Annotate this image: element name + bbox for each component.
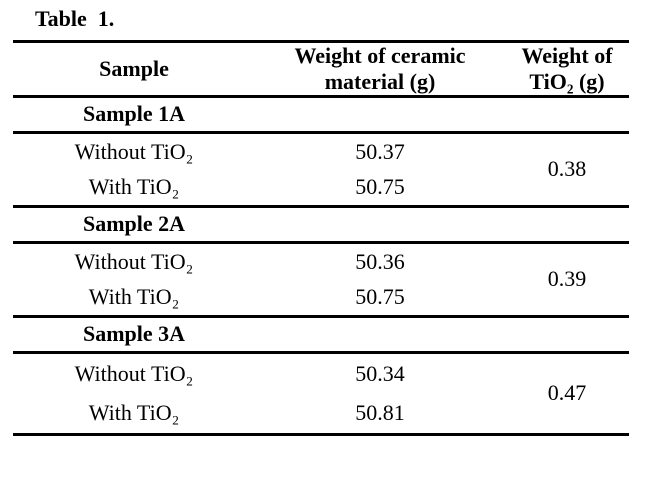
page: Table 1. Sample Weight of ceramic materi… bbox=[13, 6, 629, 436]
table-row: With TiO₂ 50.81 bbox=[13, 393, 629, 436]
empty-cell bbox=[255, 206, 505, 244]
ceramic-weight-cell: 50.81 bbox=[255, 393, 505, 436]
ceramic-weight-cell: 50.75 bbox=[255, 169, 505, 208]
empty-cell bbox=[255, 96, 505, 134]
group-header-row: Sample 1A bbox=[13, 96, 629, 134]
ceramic-weight-cell: 50.36 bbox=[355, 248, 405, 274]
group-label: Sample 2A bbox=[13, 206, 255, 244]
ceramic-weight-cell: 50.37 bbox=[355, 138, 405, 164]
empty-cell bbox=[255, 316, 505, 354]
sample-cell: Without TiO₂ bbox=[74, 360, 194, 386]
tio2-weight-cell: 0.38 bbox=[505, 132, 629, 208]
empty-cell bbox=[505, 206, 629, 244]
group-header-row: Sample 3A bbox=[13, 316, 629, 354]
sample-cell: With TiO₂ bbox=[13, 279, 255, 318]
sample-cell: Without TiO₂ bbox=[74, 138, 194, 164]
group-header-row: Sample 2A bbox=[13, 206, 629, 244]
table-row: Without TiO₂ 50.37 0.38 bbox=[13, 132, 629, 208]
col-header-tio2-weight: Weight of TiO₂ (g) bbox=[505, 41, 629, 98]
table-row: Without TiO₂ 50.36 0.39 bbox=[13, 242, 629, 318]
col-header-ceramic-weight: Weight of ceramic material (g) bbox=[255, 41, 505, 98]
header-row: Sample Weight of ceramic material (g) We… bbox=[13, 41, 629, 98]
col-header-sample: Sample bbox=[13, 41, 255, 98]
group-label: Sample 3A bbox=[13, 316, 255, 354]
group-label: Sample 1A bbox=[13, 96, 255, 134]
table-row: With TiO₂ 50.75 bbox=[13, 279, 629, 318]
table-row: With TiO₂ 50.75 bbox=[13, 169, 629, 208]
sample-cell: Without TiO₂ bbox=[74, 248, 194, 274]
ceramic-weight-cell: 50.75 bbox=[255, 279, 505, 318]
empty-cell bbox=[505, 316, 629, 354]
tio2-weight-cell: 0.47 bbox=[505, 352, 629, 436]
weights-table: Sample Weight of ceramic material (g) We… bbox=[13, 40, 629, 436]
table-caption: Table 1. bbox=[35, 6, 115, 31]
empty-cell bbox=[505, 96, 629, 134]
sample-cell: With TiO₂ bbox=[13, 393, 255, 436]
table-row: Without TiO₂ 50.34 0.47 bbox=[13, 352, 629, 436]
ceramic-weight-cell: 50.34 bbox=[355, 360, 405, 386]
tio2-weight-cell: 0.39 bbox=[505, 242, 629, 318]
sample-cell: With TiO₂ bbox=[13, 169, 255, 208]
